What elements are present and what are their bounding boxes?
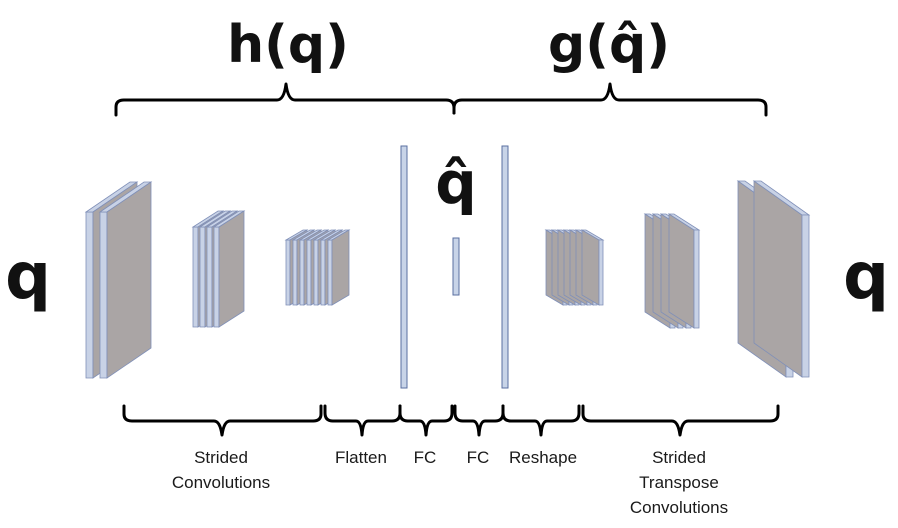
slab-face [668,213,695,329]
slab-edge [206,226,213,328]
slab-edge [801,214,810,378]
latent-symbol: q̂ [435,149,477,217]
strided-transpose-label-line3: Convolutions [630,498,728,517]
decoder-brace [452,82,768,117]
slab-edge [213,226,220,328]
encoder-brace [114,82,456,117]
slab-edge [292,239,298,306]
slab-edge [327,239,333,306]
slab-edge [299,239,305,306]
strided-transpose-label-line2: Transpose [639,473,719,492]
fc-right-label: FC [467,448,490,467]
slab-edge [199,226,206,328]
decoder-title: g(q̂) [548,15,670,75]
slab-face [331,229,350,306]
fc-left-label: FC [414,448,437,467]
slab-edge [285,239,291,306]
fc-output-vector-bar [501,145,509,389]
decoder-deconv-layer-2 [643,213,701,329]
strided-conv-brace [122,404,323,437]
fc-left-brace [398,404,454,437]
slab-edge [693,229,700,329]
latent-vector-bar [452,237,460,296]
decoder-deconv-layer-3 [736,180,811,378]
output-symbol: q [843,240,889,314]
flatten-brace [323,404,402,437]
reshape-label: Reshape [509,448,577,467]
encoder-conv-layer-1 [84,181,153,379]
slab-face [218,210,245,328]
strided-conv-label-line2: Convolutions [172,473,270,492]
fc-right-brace [453,404,505,437]
slab-edge [598,239,604,306]
strided-transpose-label-line1: Strided [652,448,706,467]
reshape-brace [501,404,581,437]
flatten-label: Flatten [335,448,387,467]
slab-face [581,229,600,306]
slab-edge [192,226,199,328]
flatten-vector-bar [400,145,408,389]
slab-edge [313,239,319,306]
strided-conv-label-line1: Strided [194,448,248,467]
slab-edge [320,239,326,306]
encoder-title: h(q) [227,15,349,75]
input-symbol: q [5,240,51,314]
decoder-deconv-layer-1 [544,229,605,306]
slab-face [753,180,803,378]
strided-transpose-brace [581,404,780,437]
slab-edge [85,211,94,379]
slab-face [106,181,152,379]
encoder-conv-layer-2 [191,210,246,328]
slab-edge [99,211,108,379]
encoder-conv-layer-3 [284,229,351,306]
slab-edge [306,239,312,306]
